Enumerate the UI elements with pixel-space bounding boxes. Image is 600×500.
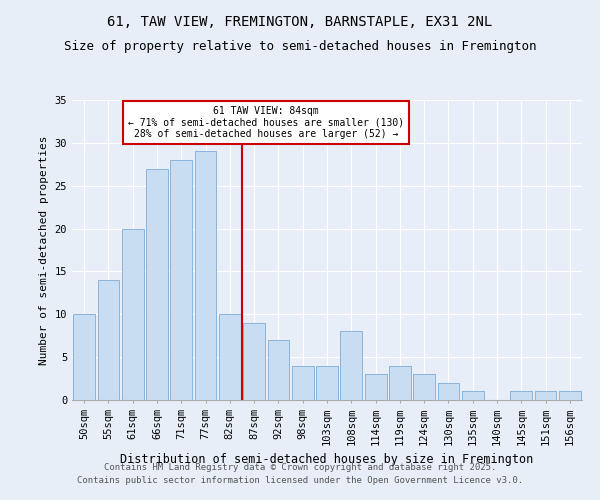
Bar: [170, 160, 192, 400]
Bar: [535, 392, 556, 400]
Y-axis label: Number of semi-detached properties: Number of semi-detached properties: [39, 135, 49, 365]
Text: Contains HM Land Registry data © Crown copyright and database right 2025.
Contai: Contains HM Land Registry data © Crown c…: [77, 464, 523, 485]
Bar: [316, 366, 338, 400]
Bar: [340, 332, 362, 400]
Bar: [559, 392, 581, 400]
Text: 61 TAW VIEW: 84sqm
← 71% of semi-detached houses are smaller (130)
28% of semi-d: 61 TAW VIEW: 84sqm ← 71% of semi-detache…: [128, 106, 404, 139]
Bar: [194, 152, 217, 400]
Bar: [268, 340, 289, 400]
Bar: [437, 383, 460, 400]
Text: 61, TAW VIEW, FREMINGTON, BARNSTAPLE, EX31 2NL: 61, TAW VIEW, FREMINGTON, BARNSTAPLE, EX…: [107, 15, 493, 29]
Bar: [243, 323, 265, 400]
Bar: [219, 314, 241, 400]
Bar: [97, 280, 119, 400]
X-axis label: Distribution of semi-detached houses by size in Fremington: Distribution of semi-detached houses by …: [121, 454, 533, 466]
Bar: [122, 228, 143, 400]
Bar: [389, 366, 411, 400]
Bar: [365, 374, 386, 400]
Bar: [511, 392, 532, 400]
Bar: [73, 314, 95, 400]
Bar: [292, 366, 314, 400]
Bar: [413, 374, 435, 400]
Text: Size of property relative to semi-detached houses in Fremington: Size of property relative to semi-detach…: [64, 40, 536, 53]
Bar: [462, 392, 484, 400]
Bar: [146, 168, 168, 400]
